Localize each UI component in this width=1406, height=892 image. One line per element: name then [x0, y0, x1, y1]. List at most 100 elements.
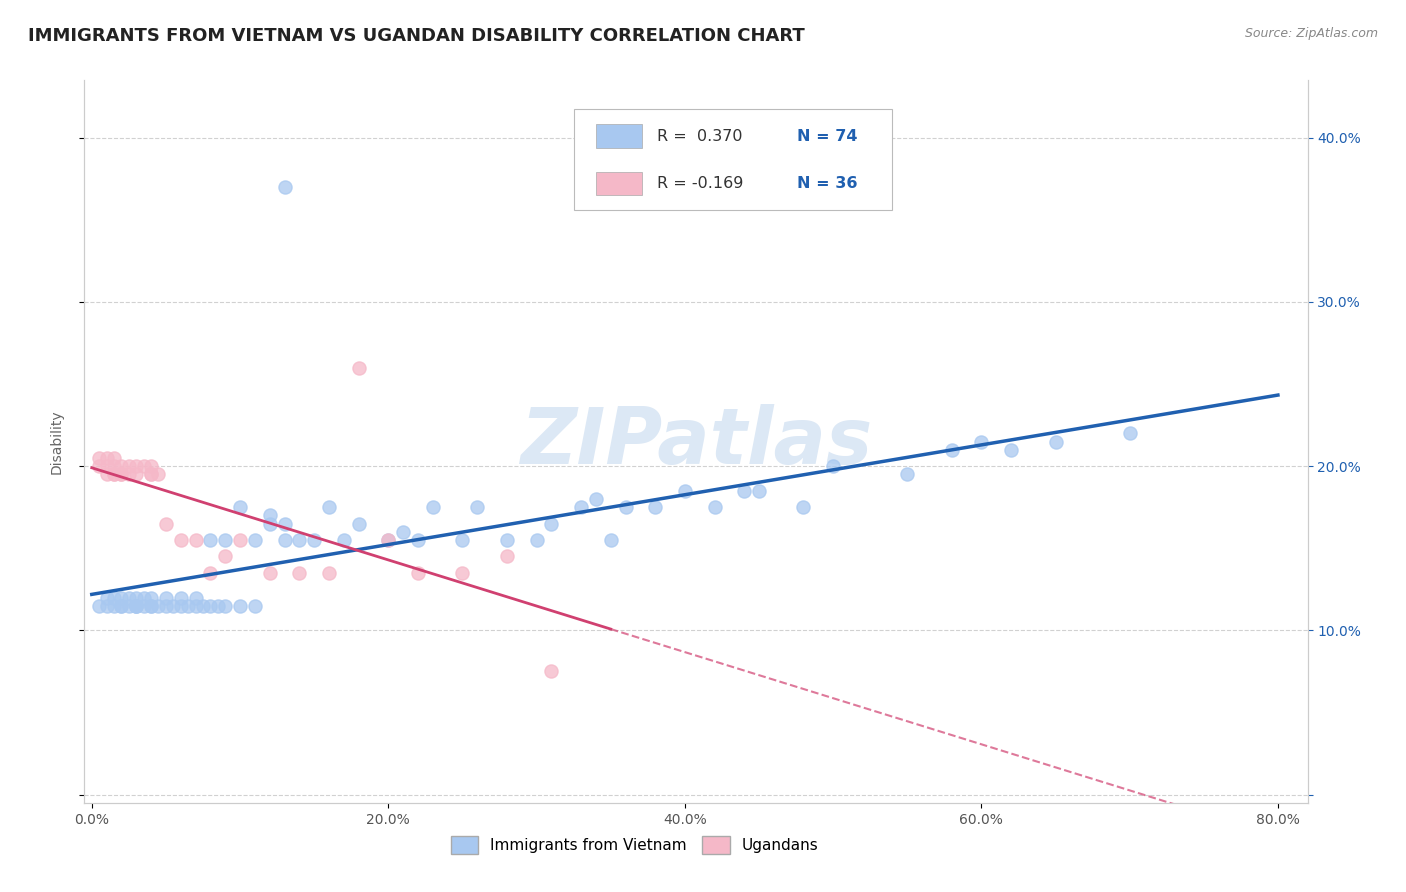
Point — [155, 599, 177, 613]
Point — [125, 591, 148, 605]
Point — [148, 599, 170, 613]
Point — [214, 599, 236, 613]
Text: R =  0.370: R = 0.370 — [657, 128, 742, 144]
Point — [422, 500, 444, 515]
Point — [96, 450, 118, 465]
Point — [139, 467, 162, 482]
Point — [451, 533, 474, 547]
Point — [273, 180, 295, 194]
Point — [406, 533, 429, 547]
Text: N = 74: N = 74 — [797, 128, 858, 144]
Point — [1118, 426, 1140, 441]
Point — [155, 516, 177, 531]
Point — [273, 516, 295, 531]
Point — [273, 533, 295, 547]
Point — [792, 500, 814, 515]
Point — [110, 467, 132, 482]
Point — [673, 483, 696, 498]
Point — [89, 459, 111, 474]
Point — [89, 599, 111, 613]
Text: ZIPatlas: ZIPatlas — [520, 403, 872, 480]
Point — [748, 483, 770, 498]
Point — [118, 599, 141, 613]
Point — [496, 533, 519, 547]
Point — [259, 566, 281, 580]
Point — [110, 467, 132, 482]
Point — [125, 599, 148, 613]
Point — [125, 599, 148, 613]
Point — [288, 533, 311, 547]
Point — [139, 467, 162, 482]
Point — [526, 533, 548, 547]
FancyBboxPatch shape — [574, 109, 891, 211]
Point — [451, 566, 474, 580]
Point — [569, 500, 592, 515]
Point — [333, 533, 356, 547]
Point — [110, 459, 132, 474]
Point — [1045, 434, 1067, 449]
Point — [191, 599, 214, 613]
Bar — [596, 125, 643, 147]
Point — [318, 500, 340, 515]
Point — [110, 599, 132, 613]
Point — [703, 500, 725, 515]
Point — [96, 591, 118, 605]
Point — [347, 516, 370, 531]
Point — [585, 491, 607, 506]
Point — [823, 459, 845, 474]
Point — [132, 591, 155, 605]
Point — [496, 549, 519, 564]
Point — [941, 442, 963, 457]
Point — [132, 459, 155, 474]
Text: N = 36: N = 36 — [797, 176, 858, 191]
Point — [1000, 442, 1022, 457]
Point — [184, 533, 207, 547]
Point — [103, 599, 125, 613]
Point — [103, 450, 125, 465]
Point — [170, 533, 193, 547]
Point — [465, 500, 488, 515]
Point — [125, 459, 148, 474]
Point — [110, 591, 132, 605]
Point — [139, 591, 162, 605]
Point — [644, 500, 666, 515]
Point — [110, 599, 132, 613]
Point — [177, 599, 200, 613]
Point — [170, 599, 193, 613]
Point — [125, 599, 148, 613]
Point — [200, 533, 222, 547]
Point — [162, 599, 184, 613]
Text: Source: ZipAtlas.com: Source: ZipAtlas.com — [1244, 27, 1378, 40]
Point — [200, 599, 222, 613]
Point — [103, 459, 125, 474]
Point — [229, 533, 252, 547]
Point — [96, 467, 118, 482]
Point — [96, 599, 118, 613]
Point — [318, 566, 340, 580]
Point — [896, 467, 918, 482]
Y-axis label: Disability: Disability — [49, 409, 63, 474]
Point — [392, 524, 415, 539]
Point — [733, 483, 755, 498]
Point — [540, 516, 562, 531]
Point — [377, 533, 399, 547]
Point — [139, 599, 162, 613]
Point — [139, 459, 162, 474]
Point — [170, 591, 193, 605]
Point — [243, 533, 266, 547]
Point — [259, 516, 281, 531]
Point — [302, 533, 325, 547]
Point — [243, 599, 266, 613]
Point — [347, 360, 370, 375]
Text: IMMIGRANTS FROM VIETNAM VS UGANDAN DISABILITY CORRELATION CHART: IMMIGRANTS FROM VIETNAM VS UGANDAN DISAB… — [28, 27, 804, 45]
Point — [377, 533, 399, 547]
Point — [184, 591, 207, 605]
Point — [118, 467, 141, 482]
Point — [406, 566, 429, 580]
Point — [259, 508, 281, 523]
Point — [118, 591, 141, 605]
Point — [599, 533, 621, 547]
Point — [125, 467, 148, 482]
Point — [614, 500, 637, 515]
Point — [970, 434, 993, 449]
